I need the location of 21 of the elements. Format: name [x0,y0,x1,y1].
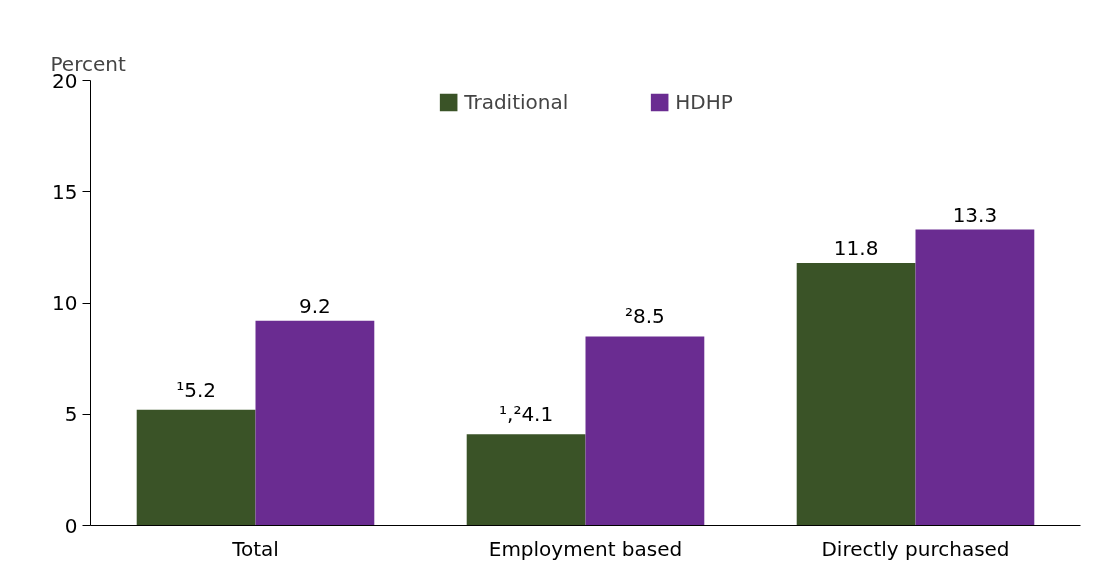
x-tick-label: Employment based [488,536,683,561]
bar [255,320,375,526]
y-tick-label: 0 [64,513,78,538]
bar [915,229,1035,526]
data-label: ¹5.2 [176,377,217,402]
legend-label: Traditional [464,90,569,114]
y-tick-label: 15 [52,179,78,204]
x-tick-label: Total [231,536,279,561]
data-label: 13.3 [952,202,998,227]
data-label: ¹,²4.1 [499,402,554,427]
bar [585,336,705,526]
y-tick-label: 10 [52,291,78,315]
data-label: ²8.5 [624,304,665,329]
legend-label: HDHP [675,90,733,114]
bar [466,434,586,526]
bar [796,262,916,526]
x-tick-label: Directly purchased [821,536,1010,561]
bar [136,409,256,526]
data-label: 9.2 [299,293,331,318]
y-tick-label: 5 [64,402,78,427]
data-label: 11.8 [833,235,879,260]
